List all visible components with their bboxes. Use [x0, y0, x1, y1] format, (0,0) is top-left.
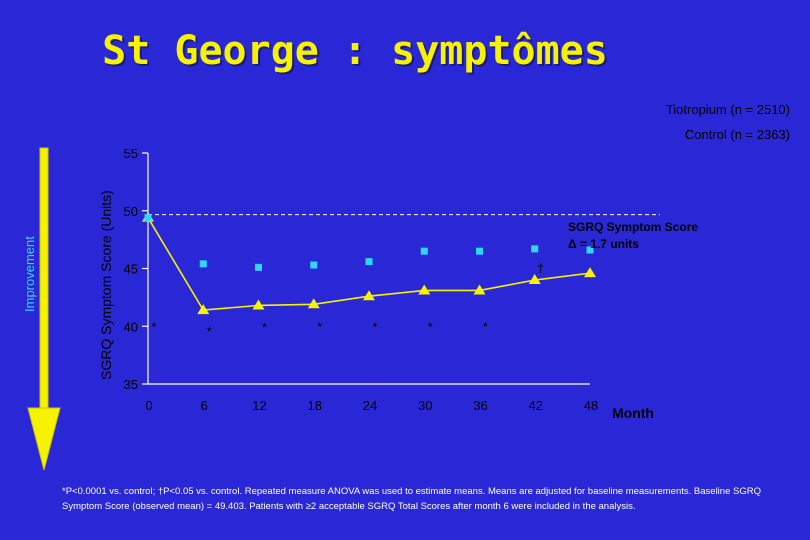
chart-axes: 35 40 45 50 55 0 6 12 18 24 30 36 42 48 Month [124, 146, 654, 421]
page-title: St George : symptômes [102, 28, 608, 74]
x-tick-label: 24 [363, 398, 377, 413]
significance-mark: * [207, 324, 212, 338]
x-tick-label: 6 [201, 398, 208, 413]
x-tick-label: 42 [529, 398, 543, 413]
control-point [144, 214, 152, 222]
tiotropium-point [528, 274, 541, 285]
significance-mark: * [262, 320, 267, 334]
legend-control: Control (n = 2363) [684, 127, 790, 142]
improvement-arrow-icon [27, 147, 61, 471]
control-point [199, 260, 207, 268]
significance-mark: * [428, 320, 433, 334]
arrow-shaft [39, 147, 49, 411]
significance-marks: * * * * * * * † [152, 261, 544, 338]
x-tick-label: 18 [308, 398, 322, 413]
control-point [476, 247, 483, 255]
y-tick-label: 40 [124, 319, 138, 334]
significance-mark: * [317, 320, 322, 334]
significance-mark: † [537, 261, 544, 275]
control-point [420, 247, 428, 255]
tiotropium-point [307, 298, 320, 309]
chart-series [142, 211, 596, 315]
control-point [586, 246, 594, 254]
tiotropium-point [418, 284, 431, 295]
tiotropium-point [252, 299, 265, 310]
y-tick-label: 35 [124, 377, 138, 392]
control-point [365, 258, 373, 266]
control-point [310, 261, 318, 269]
annotation-line2: Δ = 1.7 units [568, 237, 639, 251]
tiotropium-point [473, 284, 486, 295]
control-point [255, 263, 262, 271]
x-tick-label: 36 [473, 398, 487, 413]
tiotropium-point [584, 267, 596, 278]
x-tick-label: 12 [252, 398, 266, 413]
annotation-line1: SGRQ Symptom Score [568, 220, 698, 234]
significance-mark: * [373, 320, 378, 334]
significance-mark: * [152, 320, 157, 334]
y-tick-label: 50 [124, 204, 138, 219]
tiotropium-point [363, 290, 375, 301]
x-tick-label: 30 [418, 398, 432, 413]
tiotropium-point [197, 304, 210, 315]
x-tick-label: 0 [145, 398, 152, 413]
control-point [531, 245, 539, 253]
y-tick-label: 45 [124, 262, 138, 277]
legend-tiotropium: Tiotropium (n = 2510) [665, 102, 790, 117]
x-tick-label: 48 [584, 398, 598, 413]
y-tick-label: 55 [124, 146, 138, 161]
x-axis-label: Month [612, 405, 654, 421]
delta-annotation: SGRQ Symptom Score Δ = 1.7 units [568, 220, 698, 251]
arrow-head [27, 407, 61, 471]
footnote: *P<0.0001 vs. control; †P<0.05 vs. contr… [62, 486, 761, 512]
significance-mark: * [483, 320, 488, 334]
